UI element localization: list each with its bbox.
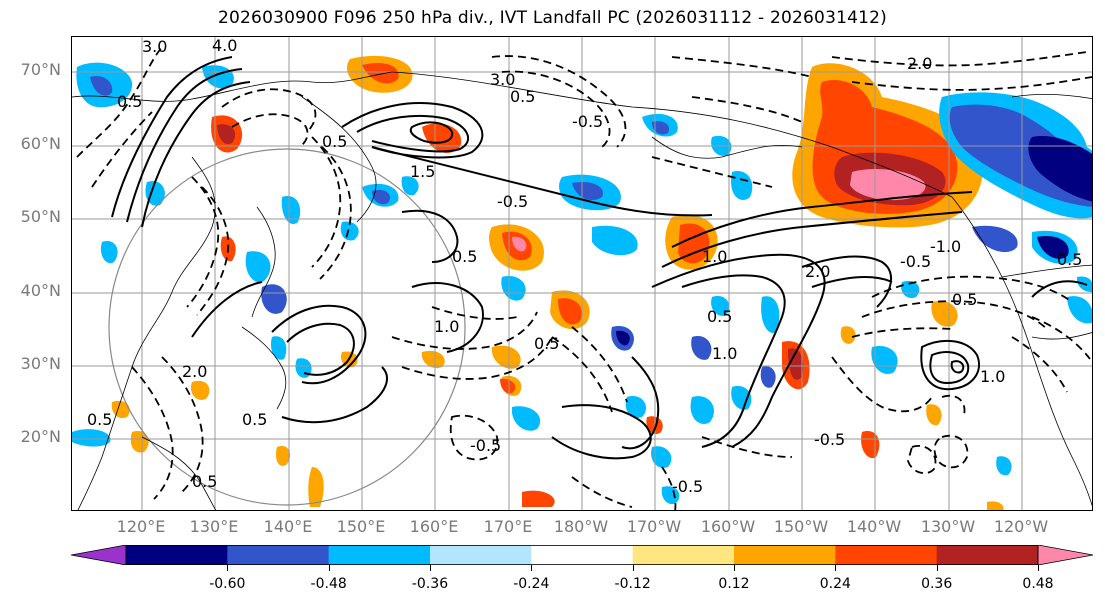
colorbar-tickmark xyxy=(632,565,634,571)
contour-label: -0.5 xyxy=(814,430,845,449)
lon-label-160e: 160°E xyxy=(409,517,459,536)
lon-label-120e: 120°E xyxy=(116,517,166,536)
lon-label-180w: 180°W xyxy=(553,517,609,536)
lon-label-130w: 130°W xyxy=(920,517,976,536)
lon-label-120w: 120°W xyxy=(993,517,1049,536)
colorbar-segment xyxy=(126,545,228,565)
lon-label-170w: 170°W xyxy=(626,517,682,536)
lon-label-170e: 170°E xyxy=(483,517,533,536)
map-canvas: 3.0 4.0 0.5 3.0 2.0 0.5 1.5 0.5 1.0 2.0 … xyxy=(72,37,1092,510)
negative-contours xyxy=(76,46,1092,510)
contour-label: 1.0 xyxy=(434,317,459,336)
map-panel: 3.0 4.0 0.5 3.0 2.0 0.5 1.5 0.5 1.0 2.0 … xyxy=(71,36,1093,511)
colorbar-segment xyxy=(632,545,735,565)
lon-label-140w: 140°W xyxy=(846,517,902,536)
colorbar-tick-label: -0.12 xyxy=(614,576,651,592)
contour-label: 0.5 xyxy=(87,410,112,429)
colorbar-tick-label: -0.48 xyxy=(310,576,347,592)
contour-label: 0.5 xyxy=(1057,250,1082,269)
lon-label-160w: 160°W xyxy=(700,517,756,536)
lon-label-150e: 150°E xyxy=(336,517,386,536)
colorbar-tick-label: -0.36 xyxy=(411,576,449,592)
lat-label-30n: 30°N xyxy=(20,354,61,373)
contour-label: 1.0 xyxy=(980,367,1005,386)
colorbar-tick-label: 0.12 xyxy=(718,576,750,592)
map-title: 2026030900 F096 250 hPa div., IVT Landfa… xyxy=(218,8,887,28)
contour-label: 0.5 xyxy=(952,290,977,309)
contour-label: 1.5 xyxy=(410,162,435,181)
contour-label: 2.0 xyxy=(805,262,830,281)
contour-label: -0.5 xyxy=(470,436,501,455)
contour-label: 0.5 xyxy=(452,247,477,266)
colorbar-segment xyxy=(328,545,431,565)
contour-label: 3.0 xyxy=(490,70,515,89)
lat-label-60n: 60°N xyxy=(20,134,61,153)
colorbar-segment xyxy=(835,545,938,565)
contour-label: 1.0 xyxy=(712,344,737,363)
colorbar-border xyxy=(125,545,1039,565)
contour-label: -0.5 xyxy=(497,192,528,211)
lon-label-150w: 150°W xyxy=(773,517,829,536)
colorbar-segment xyxy=(936,545,1039,565)
colorbar-tickmark xyxy=(328,565,330,571)
contour-label: 2.0 xyxy=(182,362,207,381)
contour-label: 0.5 xyxy=(192,472,217,491)
lat-label-70n: 70°N xyxy=(20,60,61,79)
lon-label-140e: 140°E xyxy=(263,517,313,536)
contour-label: -0.5 xyxy=(900,252,931,271)
contour-label: -0.5 xyxy=(572,112,603,131)
colorbar-extend-high xyxy=(1037,545,1093,565)
colorbar-segment xyxy=(734,545,836,565)
contour-label: 2.0 xyxy=(907,54,932,73)
colorbar-segment xyxy=(430,545,532,565)
contour-label: -1.0 xyxy=(930,237,961,256)
colorbar-tickmark xyxy=(531,565,533,571)
colorbar-tick-label: 0.48 xyxy=(1022,576,1054,592)
colorbar-tick-label: 0.36 xyxy=(921,576,953,592)
colorbar-tickmark xyxy=(835,565,837,571)
colorbar-tickmark xyxy=(227,565,229,571)
colorbar-tick-label: 0.24 xyxy=(819,576,851,592)
contour-label: 0.5 xyxy=(322,132,347,151)
colorbar-segment xyxy=(227,545,330,565)
colorbar-tick-label: -0.60 xyxy=(209,576,246,592)
colorbar-extend-low xyxy=(71,545,127,565)
contour-label: 0.5 xyxy=(707,307,732,326)
colorbar-segment xyxy=(531,545,634,565)
colorbar-tick-label: -0.24 xyxy=(513,576,550,592)
contour-label: 3.0 xyxy=(142,37,167,56)
colorbar-tickmark xyxy=(1038,565,1039,571)
contour-label: 0.5 xyxy=(117,92,142,111)
contour-label: -0.5 xyxy=(672,477,703,496)
lat-label-20n: 20°N xyxy=(20,427,61,446)
colorbar-tickmark xyxy=(936,565,938,571)
lat-label-40n: 40°N xyxy=(20,281,61,300)
positive-contours xyxy=(111,56,1088,460)
colorbar xyxy=(71,545,1093,565)
colorbar-tickmark xyxy=(734,565,735,571)
contour-label: 0.5 xyxy=(242,410,267,429)
lat-label-50n: 50°N xyxy=(20,207,61,226)
colorbar-tickmark xyxy=(430,565,431,571)
contour-label: 0.5 xyxy=(510,87,535,106)
contour-labels: 3.0 4.0 0.5 3.0 2.0 0.5 1.5 0.5 1.0 2.0 … xyxy=(87,37,1082,496)
contour-label: 0.5 xyxy=(534,334,559,353)
contour-label: 4.0 xyxy=(212,37,237,55)
contour-label: 1.0 xyxy=(702,247,727,266)
lon-label-130e: 130°E xyxy=(189,517,239,536)
